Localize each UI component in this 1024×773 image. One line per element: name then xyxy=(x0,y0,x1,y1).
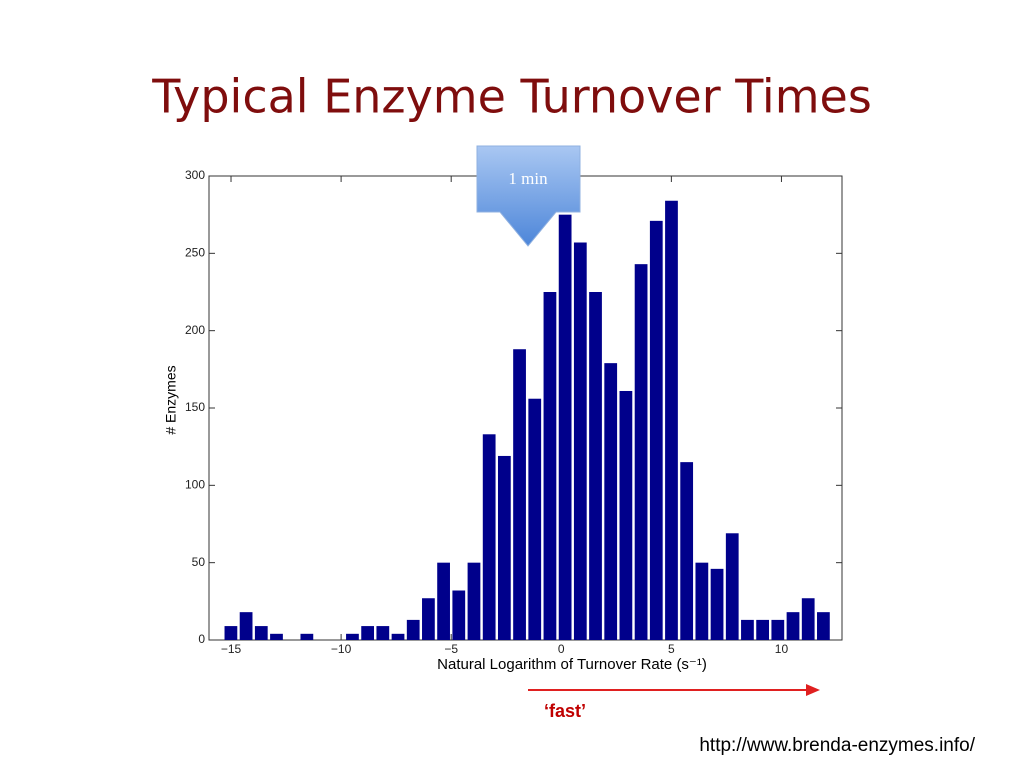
callout: 1 min xyxy=(476,145,581,247)
y-tick-label: 200 xyxy=(185,323,205,337)
y-tick-label: 100 xyxy=(185,478,205,492)
bar xyxy=(543,292,557,640)
y-tick-label: 300 xyxy=(185,168,205,182)
bar xyxy=(376,626,390,640)
bar xyxy=(270,633,283,640)
bar xyxy=(695,562,709,640)
bar xyxy=(254,626,268,640)
bar xyxy=(573,242,587,641)
y-tick-label: 50 xyxy=(192,555,206,569)
bar xyxy=(437,562,450,640)
bar xyxy=(801,598,815,640)
bar xyxy=(497,455,511,640)
bar xyxy=(422,598,435,640)
callout-text: 1 min xyxy=(508,169,548,188)
bar xyxy=(680,462,694,640)
bar xyxy=(346,633,359,640)
bar xyxy=(528,398,542,640)
x-tick-label: 5 xyxy=(668,642,675,656)
y-axis-label: # Enzymes xyxy=(163,365,179,434)
slide-title: Typical Enzyme Turnover Times xyxy=(151,70,872,124)
bar xyxy=(513,349,526,640)
fast-label: ‘fast’ xyxy=(544,701,586,721)
x-tick-label: 10 xyxy=(775,642,789,656)
bar xyxy=(756,619,770,640)
y-tick-label: 0 xyxy=(198,632,205,646)
bar xyxy=(406,619,420,640)
bar xyxy=(665,200,678,640)
bar xyxy=(817,612,830,640)
bar xyxy=(771,619,785,640)
bar xyxy=(649,220,663,640)
bar xyxy=(619,390,633,640)
bar xyxy=(741,619,754,640)
bar xyxy=(589,292,602,640)
bar xyxy=(710,568,724,640)
bar xyxy=(725,533,739,640)
source-url: http://www.brenda-enzymes.info/ xyxy=(699,735,975,756)
bar xyxy=(224,626,238,640)
bar xyxy=(300,633,314,640)
fast-arrow-head xyxy=(806,684,820,696)
bar xyxy=(482,434,496,640)
x-tick-label: −15 xyxy=(221,642,242,656)
x-tick-label: −10 xyxy=(331,642,352,656)
x-tick-label: 0 xyxy=(558,642,565,656)
x-axis-label: Natural Logarithm of Turnover Rate (s⁻¹) xyxy=(437,656,707,673)
bar xyxy=(467,562,481,640)
x-tick-label: −5 xyxy=(444,642,458,656)
y-tick-label: 150 xyxy=(185,400,205,414)
bar xyxy=(452,590,466,640)
bar xyxy=(391,633,405,640)
callout-shape xyxy=(476,145,581,247)
bar xyxy=(239,612,253,640)
bar xyxy=(361,626,375,640)
bar xyxy=(786,612,800,640)
bar xyxy=(604,363,618,640)
bar xyxy=(558,214,572,640)
y-tick-label: 250 xyxy=(185,246,205,260)
bar xyxy=(634,264,648,640)
